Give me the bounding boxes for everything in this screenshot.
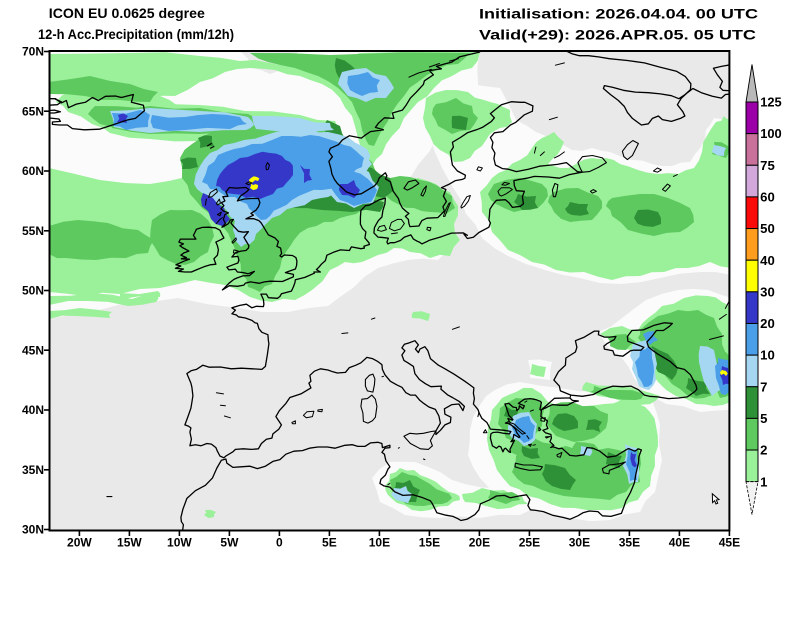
svg-text:0: 0 xyxy=(276,536,283,550)
svg-text:40E: 40E xyxy=(669,536,690,550)
svg-text:15E: 15E xyxy=(419,536,440,550)
svg-text:10: 10 xyxy=(760,348,775,363)
svg-text:35E: 35E xyxy=(619,536,640,550)
svg-text:15W: 15W xyxy=(117,536,142,550)
svg-text:75: 75 xyxy=(760,158,775,173)
svg-text:10E: 10E xyxy=(369,536,390,550)
svg-text:5E: 5E xyxy=(322,536,337,550)
svg-text:20W: 20W xyxy=(67,536,92,550)
svg-text:70N: 70N xyxy=(22,45,44,59)
svg-text:40N: 40N xyxy=(22,403,44,417)
svg-text:30: 30 xyxy=(760,284,775,299)
svg-text:5: 5 xyxy=(760,411,767,426)
svg-text:30E: 30E xyxy=(569,536,590,550)
svg-text:45N: 45N xyxy=(22,343,44,357)
svg-text:ICON EU 0.0625 degree: ICON EU 0.0625 degree xyxy=(49,6,206,21)
svg-text:2: 2 xyxy=(760,443,767,458)
svg-text:65N: 65N xyxy=(22,105,44,119)
svg-text:50N: 50N xyxy=(22,284,44,298)
svg-text:7: 7 xyxy=(760,379,767,394)
svg-text:Initialisation: 2026.04.04. 00: Initialisation: 2026.04.04. 00 UTC xyxy=(479,7,758,22)
svg-text:1: 1 xyxy=(760,474,767,489)
svg-text:12-h Acc.Precipitation (mm/12h: 12-h Acc.Precipitation (mm/12h) xyxy=(38,27,234,42)
svg-text:45E: 45E xyxy=(719,536,740,550)
svg-text:Valid(+29): 2026.APR.05. 05 UT: Valid(+29): 2026.APR.05. 05 UTC xyxy=(479,28,756,43)
svg-text:5W: 5W xyxy=(220,536,239,550)
svg-text:40: 40 xyxy=(760,253,775,268)
svg-text:50: 50 xyxy=(760,221,775,236)
svg-text:25E: 25E xyxy=(519,536,540,550)
svg-text:35N: 35N xyxy=(22,463,44,477)
svg-text:60N: 60N xyxy=(22,164,44,178)
svg-text:60: 60 xyxy=(760,190,775,205)
svg-text:20: 20 xyxy=(760,316,775,331)
svg-text:10W: 10W xyxy=(167,536,192,550)
svg-text:55N: 55N xyxy=(22,224,44,238)
svg-text:100: 100 xyxy=(760,126,782,141)
svg-text:20E: 20E xyxy=(469,536,490,550)
svg-text:30N: 30N xyxy=(22,523,44,537)
svg-text:125: 125 xyxy=(760,95,782,110)
